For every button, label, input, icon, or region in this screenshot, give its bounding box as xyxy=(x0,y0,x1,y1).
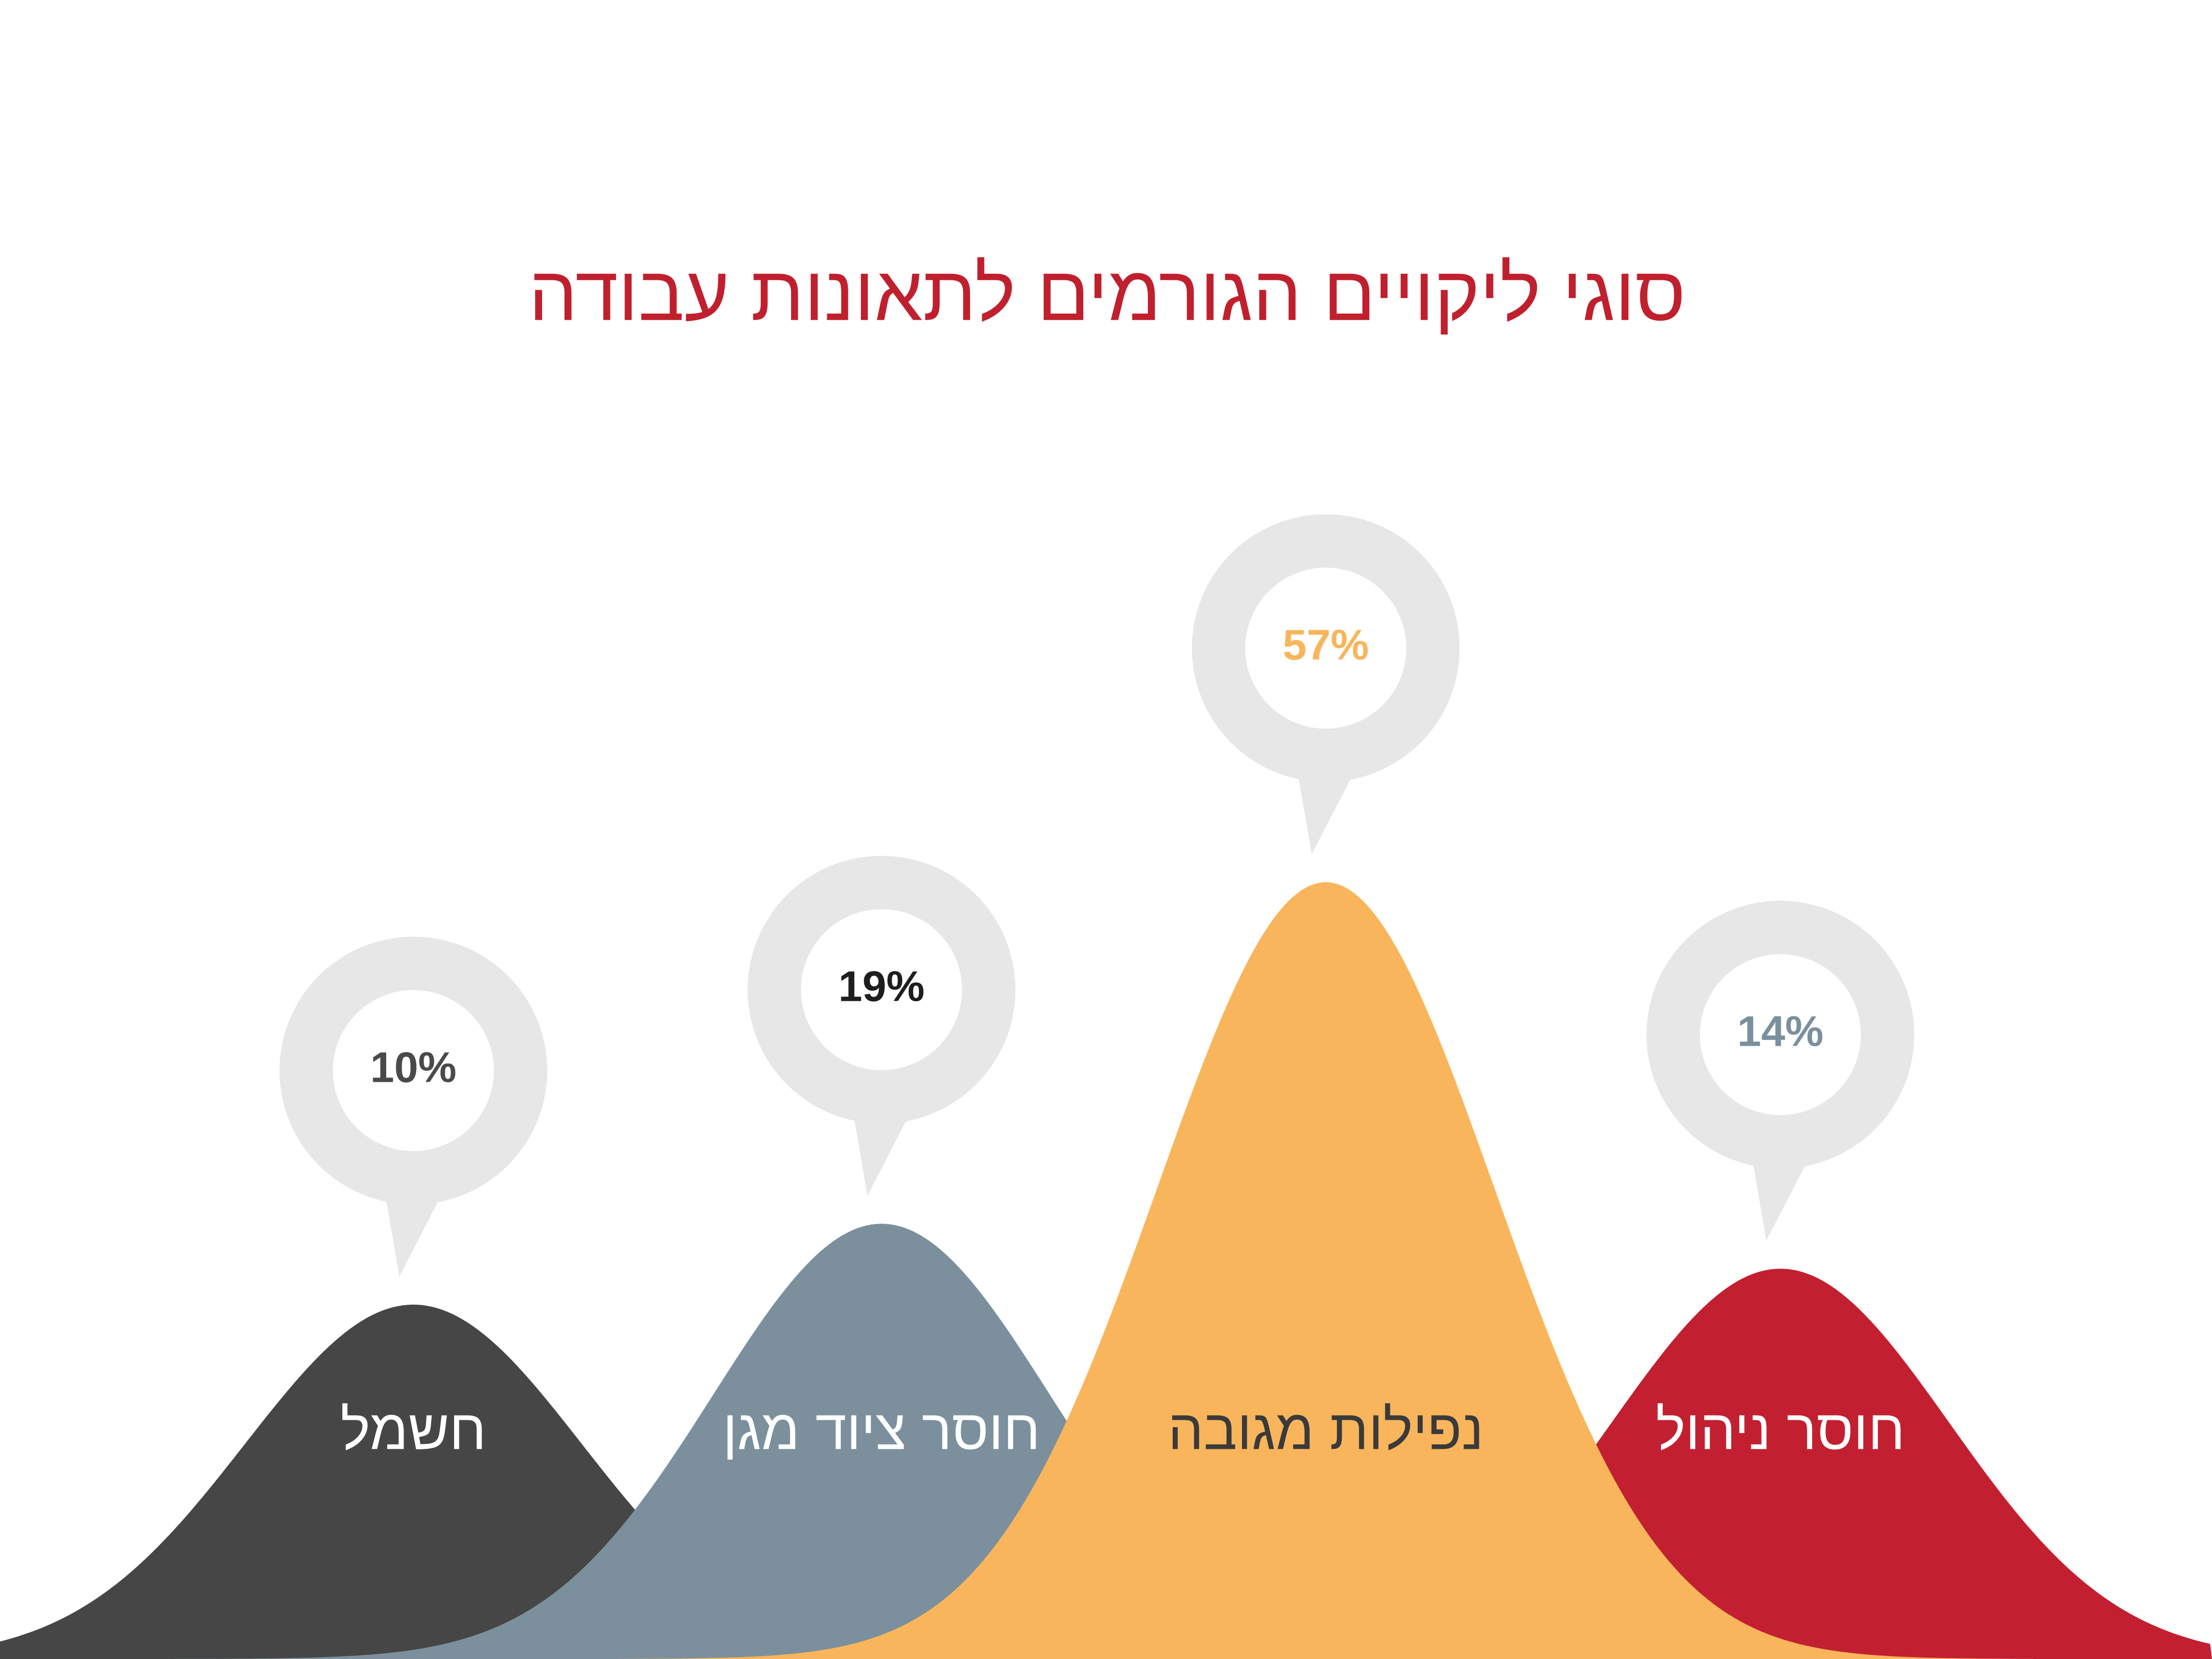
pin-center xyxy=(333,990,494,1151)
bell xyxy=(618,882,2034,1659)
pin-pointer xyxy=(385,1195,441,1277)
category-label: נפילות מגובה xyxy=(1168,1399,1484,1461)
pin: 19% xyxy=(748,856,1015,1196)
pin-center xyxy=(1245,567,1406,729)
category-label: חוסר ציוד מגן xyxy=(723,1399,1040,1461)
category-label: חשמל xyxy=(340,1399,486,1461)
value-label: 14% xyxy=(1737,1007,1823,1055)
bell xyxy=(174,1224,1589,1659)
value-label: 10% xyxy=(370,1043,456,1091)
value-label: 57% xyxy=(1283,621,1369,669)
pin-center xyxy=(801,909,962,1071)
pin-center xyxy=(1700,954,1861,1116)
bell xyxy=(0,1305,1121,1659)
pin-pointer xyxy=(1298,772,1354,854)
pin-pointer xyxy=(1752,1159,1808,1241)
pin: 14% xyxy=(1646,901,1914,1241)
pin-pointer xyxy=(853,1114,910,1196)
chart-title: סוגי ליקויים הגורמים לתאונות עבודה xyxy=(529,250,1685,337)
value-label: 19% xyxy=(838,962,925,1010)
category-label: חוסר ניהול xyxy=(1656,1399,1905,1461)
pin: 57% xyxy=(1192,514,1460,854)
bell xyxy=(1073,1269,2212,1659)
pin: 10% xyxy=(279,937,547,1277)
